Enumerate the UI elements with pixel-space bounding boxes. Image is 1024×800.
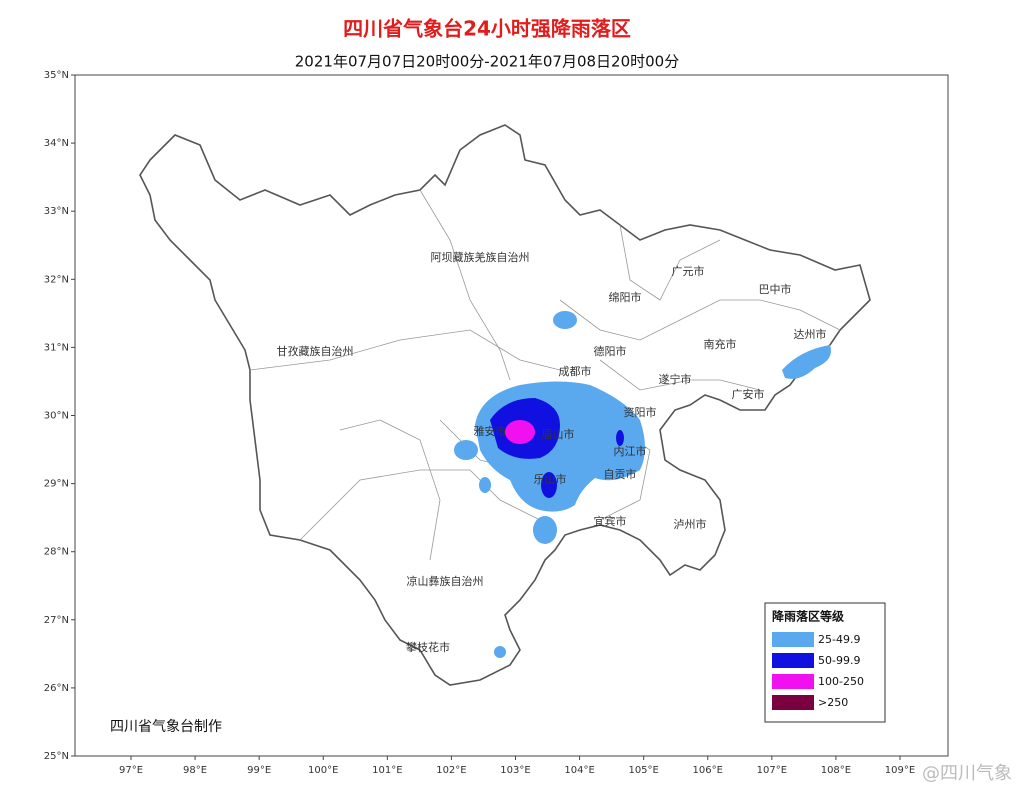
lat-label: 32°N [44,274,69,285]
region-label: 遂宁市 [659,372,692,386]
region-label: 宜宾市 [594,514,627,528]
legend-swatch [772,653,814,668]
lon-label: 102°E [436,765,466,776]
region-label: 眉山市 [542,427,575,441]
legend: 降雨落区等级 25-49.9 50-99.9 100-250 >250 [764,602,886,723]
region-label: 乐山市 [534,472,567,486]
legend-label: >250 [818,696,848,709]
region-label: 攀枝花市 [406,640,450,654]
lon-label: 99°E [247,765,271,776]
watermark: @四川气象 [922,763,1012,784]
legend-title: 降雨落区等级 [772,609,844,624]
lon-label: 107°E [757,765,787,776]
region-label: 广安市 [732,387,765,401]
region-label: 资阳市 [624,405,657,419]
lat-label: 28°N [44,547,69,558]
lon-label: 104°E [564,765,594,776]
legend-swatch [772,674,814,689]
region-label: 德阳市 [594,344,627,358]
region-label: 雅安市 [474,424,507,438]
subtitle: 2021年07月07日20时00分-2021年07月08日20时00分 [295,53,679,71]
legend-swatch [772,695,814,710]
lon-label: 101°E [372,765,402,776]
region-label: 凉山彝族自治州 [407,574,484,588]
lat-label: 30°N [44,411,69,422]
lat-label: 34°N [44,138,69,149]
lon-label: 105°E [628,765,658,776]
region-labels: 阿坝藏族羌族自治州 甘孜藏族自治州 凉山彝族自治州 攀枝花市 广元市 巴中市 绵… [277,250,827,654]
lat-label: 25°N [44,751,69,762]
region-label: 阿坝藏族羌族自治州 [431,250,530,264]
region-label: 成都市 [559,364,592,378]
lon-label: 108°E [821,765,851,776]
region-label: 甘孜藏族自治州 [277,344,354,358]
legend-swatch [772,632,814,647]
region-label: 绵阳市 [609,290,642,304]
legend-label: 100-250 [818,675,864,688]
credit: 四川省气象台制作 [110,719,222,735]
lat-label: 29°N [44,479,69,490]
lat-label: 35°N [44,70,69,81]
region-label: 达州市 [794,327,827,341]
title: 四川省气象台24小时强降雨落区 [343,17,631,41]
lat-label: 33°N [44,206,69,217]
lon-label: 97°E [119,765,143,776]
lat-label: 26°N [44,683,69,694]
legend-label: 25-49.9 [818,633,860,646]
lon-label: 109°E [885,765,915,776]
region-label: 泸州市 [674,517,707,531]
lon-label: 98°E [183,765,207,776]
lon-label: 106°E [693,765,723,776]
lat-label: 31°N [44,342,69,353]
legend-label: 50-99.9 [818,654,860,667]
region-label: 广元市 [672,264,705,278]
rain-areas [454,311,831,658]
lon-label: 103°E [500,765,530,776]
region-label: 南充市 [704,337,737,351]
internal-borders [249,189,841,561]
lat-label: 27°N [44,615,69,626]
region-label: 内江市 [614,444,647,458]
lon-label: 100°E [308,765,338,776]
region-label: 巴中市 [759,282,792,296]
region-label: 自贡市 [604,467,637,481]
